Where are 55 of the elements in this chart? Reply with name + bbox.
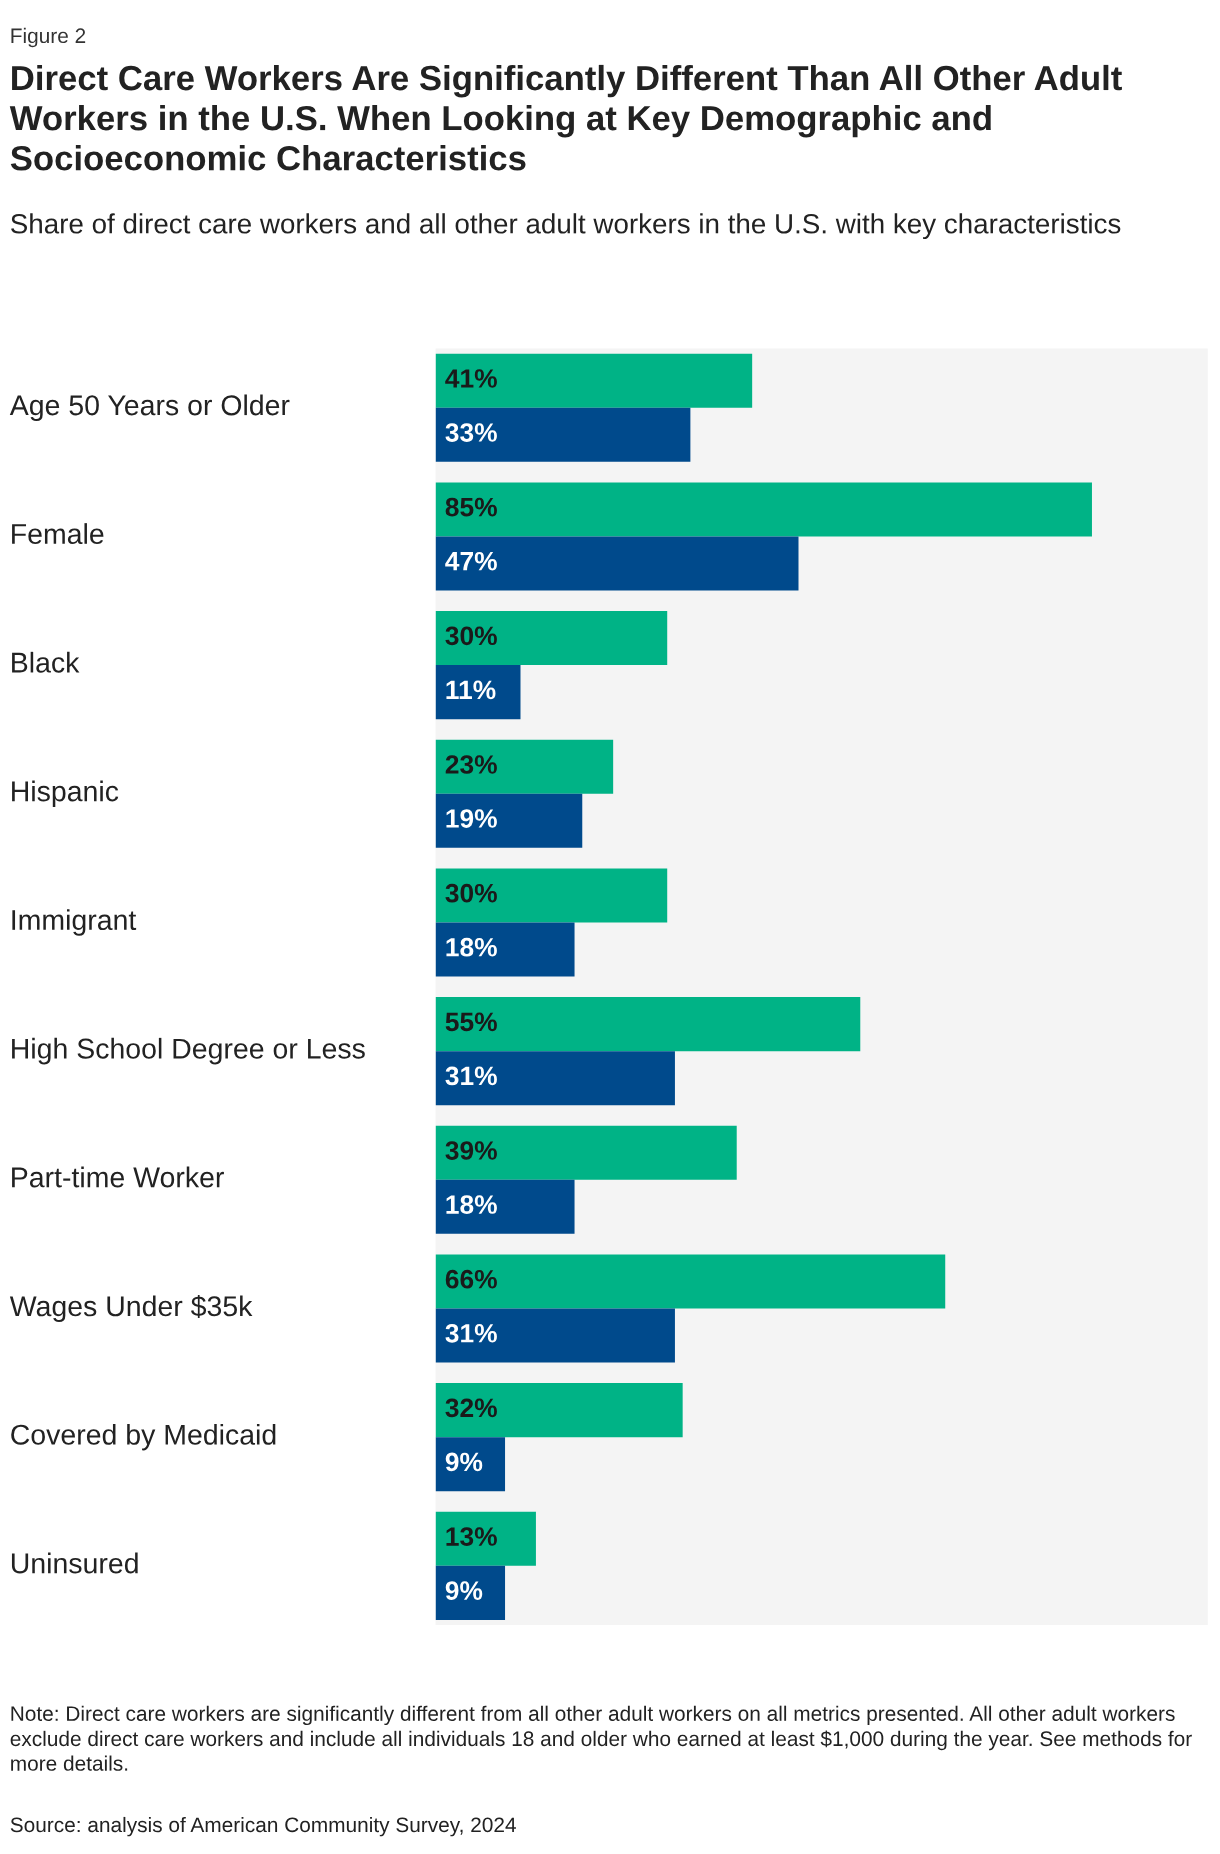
bar xyxy=(435,1179,575,1234)
bar xyxy=(435,482,1092,537)
data-label: 66% xyxy=(445,1269,497,1289)
bar xyxy=(435,665,521,720)
text: Note: Direct care workers are significantly different from all other adult workers on all metrics presented. All other adult workers exclude direct care workers and include all individuals 18 and older who earned at least $1,000 during the year. See methods for more details. xyxy=(10,1705,1192,1771)
data-label: 55% xyxy=(445,1012,497,1032)
bar xyxy=(435,1308,675,1363)
source-note: Source: analysis of American Community Survey, 2024 xyxy=(10,1816,516,1837)
data-label: 85% xyxy=(445,497,497,517)
bar xyxy=(435,1565,506,1620)
data-label: 30% xyxy=(445,626,497,646)
bar xyxy=(435,922,575,977)
bar xyxy=(435,1125,737,1180)
bar xyxy=(435,611,668,666)
data-label: 18% xyxy=(446,1195,497,1214)
y-tick-label: Black xyxy=(12,651,80,673)
bar xyxy=(435,353,753,408)
data-label: 13% xyxy=(446,1527,497,1546)
data-label: 31% xyxy=(445,1066,497,1086)
y-tick-label: Uninsured xyxy=(11,1552,138,1574)
bar xyxy=(435,997,861,1052)
y-tick-label: Immigrant xyxy=(12,909,137,936)
bar xyxy=(435,1383,683,1438)
y-tick-label: Female xyxy=(12,523,104,545)
y-tick-label: Wages Under $35k xyxy=(9,1294,253,1322)
data-label: 41% xyxy=(445,369,497,388)
data-label: 47% xyxy=(445,551,497,571)
caption: Figure 2 xyxy=(11,27,86,48)
data-label: 19% xyxy=(446,809,497,828)
chart-title: Direct Care Workers Are Significantly Different Than All Other Adult Workers in the U.S. When Looking at Key Demographic and Socioeconomic Characteristics xyxy=(9,64,1122,171)
bar xyxy=(435,1051,675,1106)
data-label: 39% xyxy=(445,1141,497,1160)
data-label: 23% xyxy=(445,755,497,774)
data-label: 9% xyxy=(445,1581,483,1600)
y-tick-label: Part-time Worker xyxy=(12,1166,224,1188)
bar xyxy=(435,1511,536,1566)
bar xyxy=(435,868,668,923)
data-label: 31% xyxy=(445,1323,497,1343)
bar xyxy=(435,536,799,591)
chart-subtitle: Share of direct care workers and all other adult workers in the U.S. with key characteristics xyxy=(11,213,1121,240)
data-label: 18% xyxy=(446,937,497,957)
y-tick-label: Age 50 Years or Older xyxy=(9,394,290,422)
data-label: 30% xyxy=(445,883,497,903)
y-tick-label: High School Degree or Less xyxy=(12,1037,365,1065)
y-tick-label: Covered by Medicaid xyxy=(11,1423,276,1451)
data-label: 33% xyxy=(445,423,497,442)
bar xyxy=(435,739,614,794)
bar xyxy=(435,1437,506,1492)
data-label: 11% xyxy=(446,680,496,700)
data-label: 9% xyxy=(445,1452,483,1472)
data-label: 32% xyxy=(445,1398,497,1418)
bar xyxy=(435,1254,946,1309)
bar xyxy=(435,793,583,848)
y-tick-label: Hispanic xyxy=(12,780,119,808)
bar xyxy=(435,407,691,462)
